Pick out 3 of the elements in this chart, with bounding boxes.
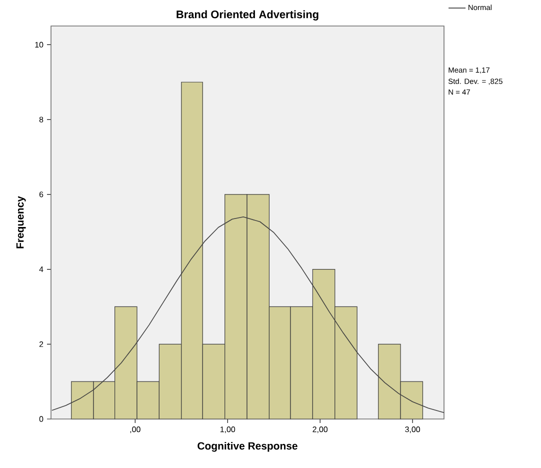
chart-title: Brand Oriented Advertising: [176, 10, 318, 21]
y-axis-title: Frequency: [16, 196, 26, 248]
x-axis-title: Cognitive Response: [198, 442, 298, 452]
